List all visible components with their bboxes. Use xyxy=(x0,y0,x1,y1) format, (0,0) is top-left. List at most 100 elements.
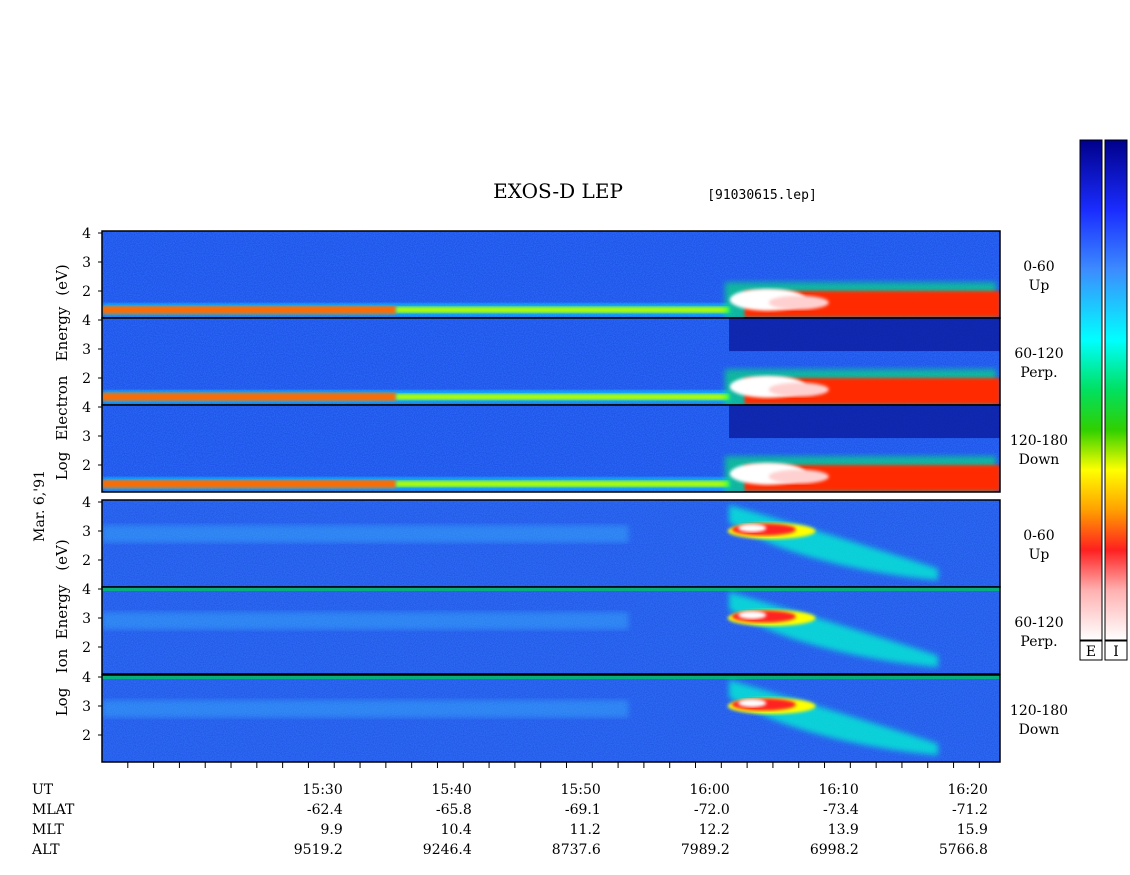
panel-frame xyxy=(101,586,1001,675)
panel-angle-label: 120-180 xyxy=(1010,703,1068,719)
footer-ut-value: 16:00 xyxy=(689,782,729,798)
footer-column: 15:30 -62.4 9.9 9519.2 xyxy=(294,782,343,858)
footer-label-alt: ALT xyxy=(31,842,60,858)
panel-ion-down: 4 3 2 120-180 Down xyxy=(82,670,1068,763)
panel-ion-perp: 4 3 2 60-120 Perp. xyxy=(82,582,1064,675)
colorbar-electron-gradient xyxy=(1079,139,1103,641)
y-tick-label: 2 xyxy=(82,728,91,744)
burst-peak-2 xyxy=(768,382,829,397)
footer-labels: UT MLAT MLT ALT xyxy=(31,782,75,858)
panel-angle-label: 60-120 xyxy=(1014,615,1063,631)
footer-mlt-value: 15.9 xyxy=(957,822,988,838)
band-tail xyxy=(396,393,730,400)
ion-ylabel-unit: (eV) xyxy=(53,539,71,570)
panel-direction-label: Up xyxy=(1029,278,1050,294)
y-tick-label: 2 xyxy=(82,458,91,474)
colorbar-electron-label: E xyxy=(1086,644,1096,660)
footer-alt-value: 9519.2 xyxy=(294,842,343,858)
footer-label-mlat: MLAT xyxy=(32,802,75,818)
band-tail xyxy=(396,480,730,487)
footer-ut-value: 15:30 xyxy=(302,782,342,798)
panel-spectrum xyxy=(102,318,1000,405)
panel-direction-label: Up xyxy=(1029,547,1050,563)
y-tick-label: 4 xyxy=(82,670,91,686)
panel-angle-label: 0-60 xyxy=(1023,528,1054,544)
footer-columns: 15:30-62.49.99519.215:40-65.810.49246.41… xyxy=(294,782,988,858)
ion-ylabel-log: Log xyxy=(53,687,71,716)
colorbar-electron-label-box xyxy=(1079,640,1103,661)
y-tick-label: 2 xyxy=(82,553,91,569)
panel-direction-label: Down xyxy=(1019,452,1060,468)
footer-mlat-value: -72.0 xyxy=(694,802,730,818)
footer-mlat-value: -73.4 xyxy=(823,802,859,818)
colorbar-ion-label-box xyxy=(1104,640,1128,661)
y-tick-label: 3 xyxy=(82,342,91,358)
y-tick-label: 3 xyxy=(82,699,91,715)
ion-top-edge xyxy=(102,587,1000,591)
ion-ylabel: Log Ion Energy (eV) xyxy=(53,539,71,716)
footer-mlt-value: 12.2 xyxy=(699,822,730,838)
y-tick-label: 3 xyxy=(82,429,91,445)
footer-mlt-value: 10.4 xyxy=(441,822,472,838)
panel-spectrum xyxy=(102,587,1000,674)
y-tick-label: 4 xyxy=(82,226,91,242)
footer-mlat-value: -65.8 xyxy=(436,802,472,818)
footer-mlt-value: 13.9 xyxy=(828,822,859,838)
panel-spectrum xyxy=(102,500,1000,587)
footer-ut-value: 15:40 xyxy=(431,782,471,798)
footer-column: 15:40 -65.8 10.4 9246.4 xyxy=(423,782,472,858)
footer-column: 15:50 -69.1 11.2 8737.6 xyxy=(552,782,601,858)
y-tick-label: 2 xyxy=(82,371,91,387)
date-label: Mar. 6,'91 xyxy=(32,470,48,542)
chart-title: EXOS-D LEP xyxy=(493,179,623,203)
band-tail xyxy=(396,306,730,313)
footer-mlat-value: -71.2 xyxy=(952,802,988,818)
band-core xyxy=(102,392,397,401)
ion-ylabel-species: Ion xyxy=(53,648,71,673)
panel-spectrum xyxy=(102,231,1000,318)
panel-angle-label: 60-120 xyxy=(1014,346,1063,362)
colorbar-ion-gradient xyxy=(1104,139,1128,641)
panel-electron-down: 4 3 2 120-180 Down xyxy=(82,400,1068,493)
panel-direction-label: Perp. xyxy=(1020,634,1057,650)
ion-background-band xyxy=(102,700,629,718)
footer-mlat-value: -69.1 xyxy=(565,802,601,818)
ion-peak-white xyxy=(738,611,767,620)
ion-ylabel-energy: Energy xyxy=(53,584,71,639)
y-tick-label: 2 xyxy=(82,284,91,300)
colorbar-ion-label: I xyxy=(1113,644,1119,660)
footer-label-ut: UT xyxy=(32,782,54,798)
footer-ut-value: 16:10 xyxy=(818,782,858,798)
panel-ion-up: 4 3 2 0-60 Up xyxy=(82,495,1055,588)
y-tick-label: 4 xyxy=(82,400,91,416)
x-axis xyxy=(102,761,1000,768)
panel-direction-label: Perp. xyxy=(1020,365,1057,381)
burst-peak-2 xyxy=(768,295,829,310)
footer-column: 16:00 -72.0 12.2 7989.2 xyxy=(681,782,730,858)
panel-electron-up: 4 3 2 0-60 Up xyxy=(82,226,1055,319)
panel-dark-region xyxy=(729,318,1000,352)
panel-dark-region xyxy=(729,405,1000,439)
burst-peak-2 xyxy=(768,469,829,484)
footer-mlt-value: 11.2 xyxy=(570,822,601,838)
panel-spectrum xyxy=(102,405,1000,492)
y-tick-label: 4 xyxy=(82,582,91,598)
y-tick-label: 3 xyxy=(82,524,91,540)
electron-ylabel: Log Electron Energy (eV) xyxy=(53,264,71,480)
panel-noise xyxy=(102,587,1000,674)
footer-mlat-value: -62.4 xyxy=(307,802,343,818)
y-tick-label: 4 xyxy=(82,495,91,511)
footer-alt-value: 7989.2 xyxy=(681,842,730,858)
footer-ut-value: 16:20 xyxy=(948,782,988,798)
panel-angle-label: 120-180 xyxy=(1010,433,1068,449)
footer-alt-value: 6998.2 xyxy=(810,842,859,858)
panel-frame xyxy=(101,404,1001,493)
footer-column: 16:20 -71.2 15.9 5766.8 xyxy=(939,782,988,858)
panel-direction-label: Down xyxy=(1019,722,1060,738)
ion-background-band xyxy=(102,525,629,543)
panel-spectrum xyxy=(102,675,1000,762)
ion-top-edge xyxy=(102,675,1000,679)
colorbar-electron: E xyxy=(1079,139,1103,661)
footer-column: 16:10 -73.4 13.9 6998.2 xyxy=(810,782,859,858)
electron-ylabel-species: Electron xyxy=(53,375,71,440)
